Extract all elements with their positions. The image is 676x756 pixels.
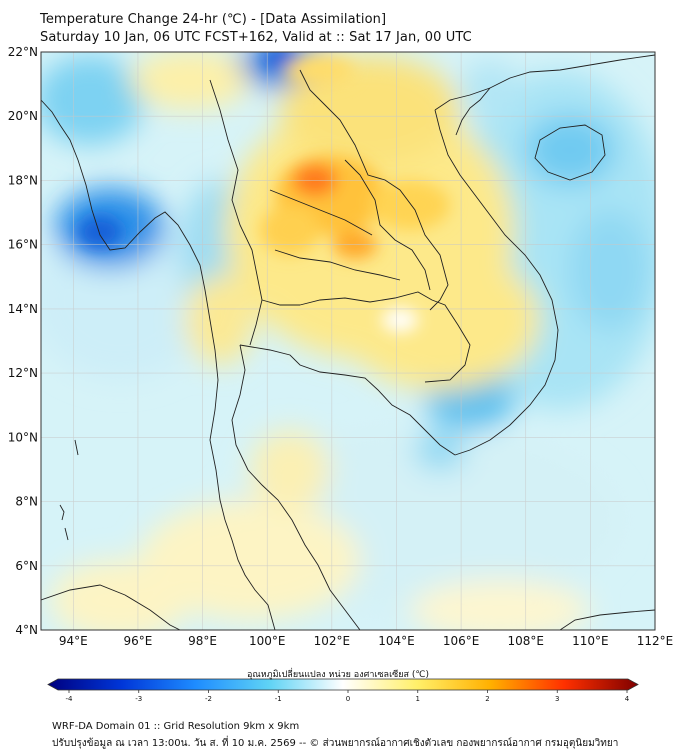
lat-label: 10°N [8,430,38,444]
lon-label: 112°E [637,634,674,648]
map-title: Temperature Change 24-hr (℃) - [Data Ass… [40,12,387,27]
colorbar-tick-label: -1 [275,695,282,703]
lon-label: 94°E [59,634,88,648]
lon-label: 100°E [249,634,286,648]
colorbar-tick-label: 2 [485,695,489,703]
map-frame [40,51,656,631]
coastline-borders [41,54,655,630]
lat-label: 14°N [8,302,38,316]
lat-label: 4°N [15,623,38,637]
colorbar-ticks: -4 -3 -2 -1 0 1 2 3 4 [66,690,630,703]
lon-label: 98°E [188,634,217,648]
lat-label: 22°N [8,45,38,59]
lon-label: 104°E [378,634,415,648]
colorbar-ramp [47,678,639,691]
lon-label: 96°E [124,634,153,648]
map-subtitle: Saturday 10 Jan, 06 UTC FCST+162, Valid … [40,30,472,45]
lat-label: 8°N [15,495,38,509]
lon-label: 108°E [507,634,544,648]
colorbar-tick-label: 4 [625,695,630,703]
lon-label: 110°E [572,634,609,648]
latitude-labels: 22°N 20°N 18°N 16°N 14°N 12°N 10°N 8°N 6°N 4°N [8,45,38,637]
temperature-field [41,52,655,630]
colorbar-tick-label: 1 [416,695,420,703]
graticule [41,52,655,630]
lat-label: 18°N [8,173,38,187]
lon-label: 102°E [314,634,351,648]
colorbar-tick-label: 0 [346,695,350,703]
lat-label: 20°N [8,109,38,123]
colorbar-tick-label: 3 [555,695,559,703]
lat-label: 6°N [15,559,38,573]
lon-label: 106°E [443,634,480,648]
colorbar: -4 -3 -2 -1 0 1 2 3 4 [47,678,639,703]
footer-model-info: WRF-DA Domain 01 :: Grid Resolution 9km … [52,721,300,732]
lat-label: 16°N [8,238,38,252]
longitude-labels: 94°E 96°E 98°E 100°E 102°E 104°E 106°E 108°E 110… [59,634,673,648]
colorbar-title: อุณหภูมิเปลี่ยนแปลง หน่วย องศาเซลเซียส (… [246,670,430,680]
colorbar-tick-label: -3 [135,695,142,703]
footer-credit: ปรับปรุงข้อมูล ณ เวลา 13:00น. วัน ส. ที่… [52,738,619,749]
lat-label: 12°N [8,366,38,380]
colorbar-tick-label: -2 [205,695,212,703]
colorbar-tick-label: -4 [66,695,74,703]
